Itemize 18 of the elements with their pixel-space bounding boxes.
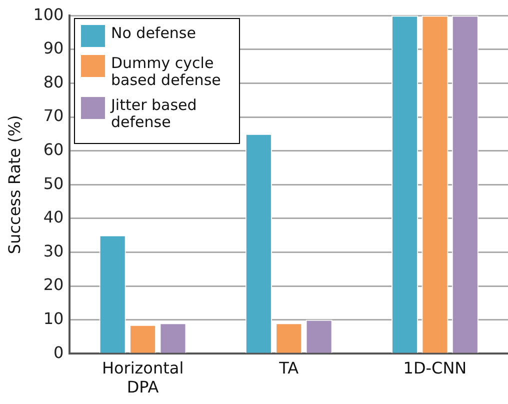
y-tick-label: 70 [43,106,64,126]
x-tick-label: TA [278,358,299,378]
x-tick-label: Horizontal DPA [102,358,184,397]
y-tick-label: 30 [43,241,64,260]
y-tick-label: 10 [43,308,64,328]
y-tick-label: 0 [54,342,64,362]
legend-label: Dummy cycle based defense [111,54,222,89]
y-axis-title: Success Rate (%) [4,115,24,254]
x-tick-label: 1D-CNN [403,358,467,378]
y-tick-label: 60 [43,140,64,159]
legend-label: Jitter based defense [111,96,198,131]
y-tick-label: 90 [43,38,64,58]
y-tick-label: 20 [43,275,64,294]
y-tick-label: 40 [43,208,64,227]
y-tick-label: 50 [43,174,64,193]
legend-label: No defense [111,24,196,42]
y-tick-label: 100 [33,4,64,24]
y-tick-label: 80 [43,72,64,92]
